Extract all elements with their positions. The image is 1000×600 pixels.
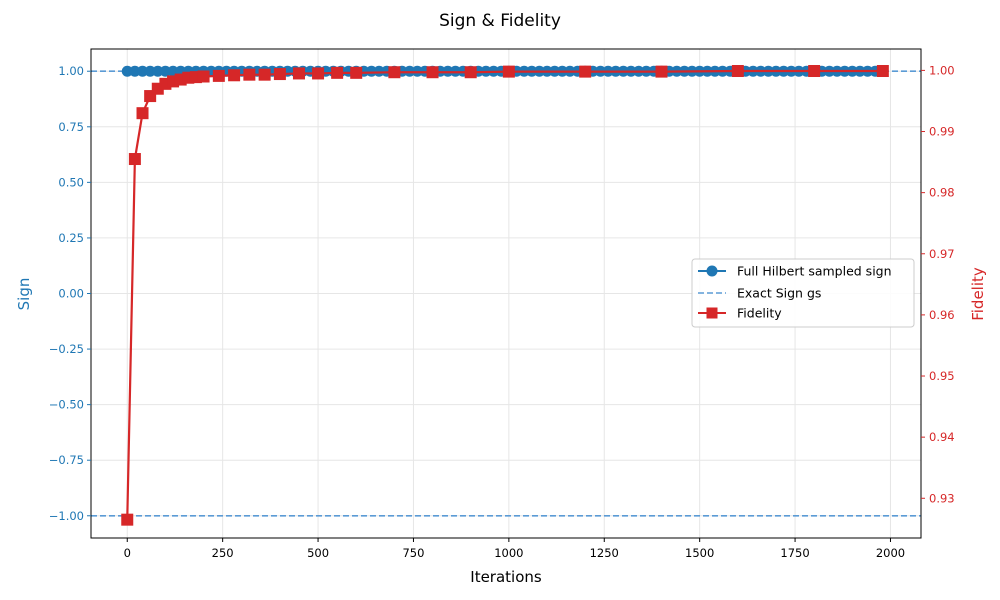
fidelity-point: [350, 66, 363, 79]
fidelity-point: [331, 66, 344, 79]
fidelity-point: [731, 65, 744, 78]
x-tick-label: 1500: [685, 546, 714, 560]
legend-exact-label: Exact Sign gs: [737, 286, 821, 301]
sign-point: [152, 65, 164, 77]
y-left-tick-label: 0.25: [58, 231, 84, 245]
fidelity-point: [197, 70, 210, 83]
legend-sign-marker: [706, 265, 718, 277]
y-left-tick-label: 0.50: [58, 175, 84, 189]
fidelity-series: [121, 65, 889, 526]
legend-sign-label: Full Hilbert sampled sign: [737, 264, 892, 279]
legend: Full Hilbert sampled sign Exact Sign gs …: [691, 258, 915, 328]
fidelity-point: [426, 66, 439, 79]
x-tick-label: 1250: [590, 546, 619, 560]
y-left-tick-label: 1.00: [58, 64, 84, 78]
x-axis-title: Iterations: [470, 568, 542, 586]
y-right-tick-label: 0.94: [929, 430, 955, 444]
x-tick-label: 750: [402, 546, 424, 560]
chart-title: Sign & Fidelity: [439, 11, 561, 31]
right-y-axis: 1.00 0.99 0.98 0.97 0.96 0.95 0.94 0.93: [921, 63, 955, 505]
fidelity-point: [228, 69, 241, 82]
y-left-tick-label: −0.75: [49, 453, 84, 467]
legend-box: [691, 258, 915, 328]
y-right-tick-label: 0.99: [929, 125, 955, 139]
fidelity-point: [292, 67, 305, 80]
y-left-tick-label: 0.00: [58, 287, 84, 301]
sign-point: [365, 65, 377, 77]
y-right-tick-label: 0.96: [929, 308, 955, 322]
y-left-tick-label: 0.75: [58, 120, 84, 134]
y-right-tick-label: 0.97: [929, 247, 955, 261]
y-right-tick-label: 0.98: [929, 186, 955, 200]
fidelity-point: [579, 65, 592, 78]
sign-point: [129, 65, 141, 77]
fidelity-point: [243, 68, 256, 81]
x-tick-label: 1000: [494, 546, 523, 560]
fidelity-point: [808, 65, 821, 78]
y-left-tick-label: −0.50: [49, 398, 84, 412]
fidelity-point: [128, 153, 141, 166]
sign-point: [373, 65, 385, 77]
x-tick-label: 1750: [780, 546, 809, 560]
fidelity-point: [312, 67, 325, 80]
fidelity-point: [121, 513, 134, 526]
sign-point: [144, 65, 156, 77]
fidelity-point: [502, 65, 515, 78]
y-left-tick-label: −0.25: [49, 342, 84, 356]
legend-fidelity-marker: [706, 307, 718, 319]
x-tick-label: 250: [212, 546, 234, 560]
x-tick-label: 0: [124, 546, 131, 560]
fidelity-point: [388, 66, 401, 79]
fidelity-point: [655, 65, 668, 78]
left-axis-title: Sign: [15, 278, 33, 311]
right-axis-title: Fidelity: [969, 267, 987, 321]
x-tick-label: 500: [307, 546, 329, 560]
y-right-tick-label: 0.93: [929, 491, 955, 505]
fidelity-point: [876, 65, 889, 78]
y-right-tick-label: 0.95: [929, 369, 955, 383]
x-axis: 0 250 500 750 1000 1250 1500 1750 2000: [124, 538, 905, 560]
fidelity-point: [258, 68, 271, 81]
fidelity-point: [273, 68, 286, 81]
fidelity-point: [136, 107, 149, 120]
y-left-tick-label: −1.00: [49, 509, 84, 523]
sign-point: [121, 65, 133, 77]
fidelity-point: [212, 69, 225, 82]
fidelity-point: [464, 66, 477, 79]
y-right-tick-label: 1.00: [929, 63, 955, 77]
left-y-axis: 1.00 0.75 0.50 0.25 0.00 −0.25 −0.50 −0.75 −1.00: [49, 64, 91, 523]
legend-fidelity-label: Fidelity: [737, 306, 782, 321]
sign-point: [137, 65, 149, 77]
sign-point: [159, 65, 171, 77]
x-tick-label: 2000: [876, 546, 905, 560]
